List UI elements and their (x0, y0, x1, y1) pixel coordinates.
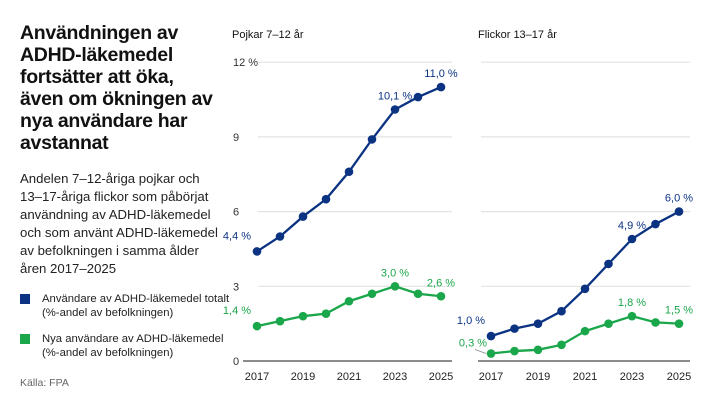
data-point (651, 318, 660, 327)
data-point (390, 282, 400, 291)
source-note: Källa: FPA (20, 377, 69, 389)
data-label: 0,3 % (459, 338, 487, 350)
data-point (436, 291, 446, 301)
data-label: 1,5 % (665, 305, 693, 317)
data-point (436, 82, 446, 92)
data-point (627, 311, 637, 321)
data-label: 1,8 % (618, 297, 646, 309)
y-tick-label: 3 (233, 281, 239, 293)
x-tick-label: 2017 (479, 371, 503, 383)
data-point (674, 207, 684, 216)
x-tick-label: 2019 (526, 371, 550, 383)
series-line-total (490, 210, 680, 338)
data-point (275, 232, 285, 241)
x-tick-label: 2021 (337, 371, 361, 383)
data-point (651, 219, 660, 229)
data-point (321, 194, 331, 204)
data-point (390, 105, 400, 114)
data-point (557, 306, 566, 316)
y-tick-label: 12 % (233, 57, 258, 69)
subtitle: Andelen 7–12-åriga pojkar och 13–17-årig… (20, 171, 218, 276)
data-label: 3,0 % (381, 267, 409, 279)
x-tick-label: 2017 (245, 371, 269, 383)
x-tick-label: 2023 (620, 371, 644, 383)
data-point (533, 345, 543, 355)
legend-label-total: Användare av ADHD-läkemedel totalt (%-an… (42, 293, 230, 319)
data-point (674, 319, 684, 328)
data-label: 1,0 % (457, 315, 485, 327)
data-point (321, 309, 331, 318)
data-point (344, 167, 354, 177)
data-point (413, 289, 423, 299)
label-leader (474, 349, 487, 354)
data-point (252, 247, 262, 256)
data-point (580, 284, 590, 294)
data-point (604, 259, 613, 269)
data-point (580, 326, 590, 336)
data-point (510, 324, 519, 333)
data-point (275, 316, 285, 326)
panel-title: Flickor 13–17 år (478, 29, 557, 41)
data-label: 6,0 % (665, 193, 693, 205)
data-point (486, 331, 496, 341)
data-point (627, 234, 637, 244)
data-label: 4,4 % (223, 230, 251, 242)
data-point (298, 212, 308, 221)
data-point (413, 92, 423, 102)
data-label: 4,9 % (618, 220, 646, 232)
data-point (486, 349, 496, 358)
data-point (367, 289, 377, 299)
data-label: 1,4 % (223, 305, 251, 317)
series-line-new (256, 285, 442, 328)
data-label: 2,6 % (427, 277, 455, 289)
data-label: 10,1 % (378, 91, 412, 103)
legend-swatch-total (20, 294, 30, 304)
data-point (298, 311, 308, 321)
data-point (367, 135, 377, 144)
data-label: 11,0 % (424, 68, 458, 80)
page-title: Användningen av ADHD-läkemedel fortsätte… (20, 22, 213, 154)
legend-swatch-new (20, 334, 30, 344)
y-tick-label: 9 (233, 132, 239, 144)
data-point (604, 319, 613, 328)
data-point (533, 319, 543, 328)
x-tick-label: 2019 (291, 371, 315, 383)
x-tick-label: 2025 (429, 371, 453, 383)
y-tick-label: 6 (233, 207, 239, 219)
data-point (252, 321, 262, 331)
x-tick-label: 2021 (573, 371, 597, 383)
data-point (344, 296, 354, 306)
panel-title: Pojkar 7–12 år (232, 29, 304, 41)
data-point (557, 340, 566, 350)
y-tick-label: 0 (233, 356, 239, 368)
x-tick-label: 2025 (667, 371, 691, 383)
legend-label-new: Nya användare av ADHD-läkemedel (%-andel… (42, 333, 224, 359)
data-point (510, 346, 519, 356)
x-tick-label: 2023 (383, 371, 407, 383)
